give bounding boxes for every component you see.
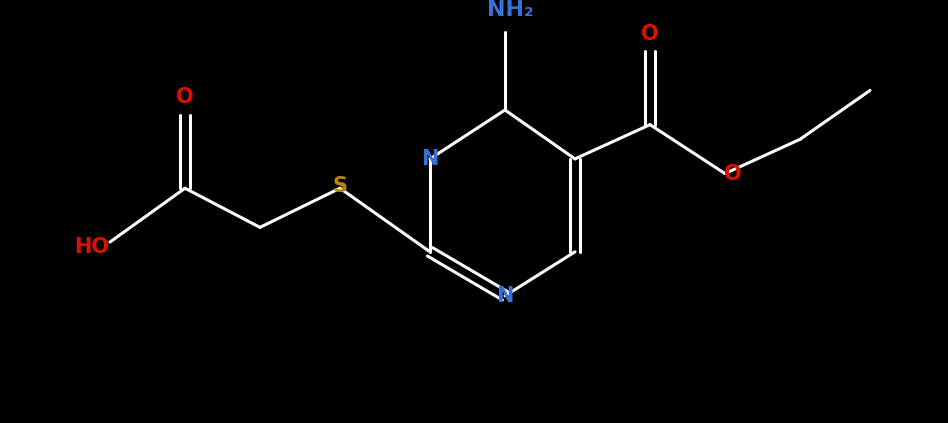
Text: O: O	[641, 24, 659, 44]
Text: N: N	[497, 286, 514, 306]
Text: NH₂: NH₂	[486, 0, 534, 20]
Text: N: N	[421, 149, 439, 169]
Text: O: O	[724, 164, 742, 184]
Text: HO: HO	[75, 237, 110, 257]
Text: O: O	[176, 87, 193, 107]
Text: S: S	[333, 176, 348, 196]
